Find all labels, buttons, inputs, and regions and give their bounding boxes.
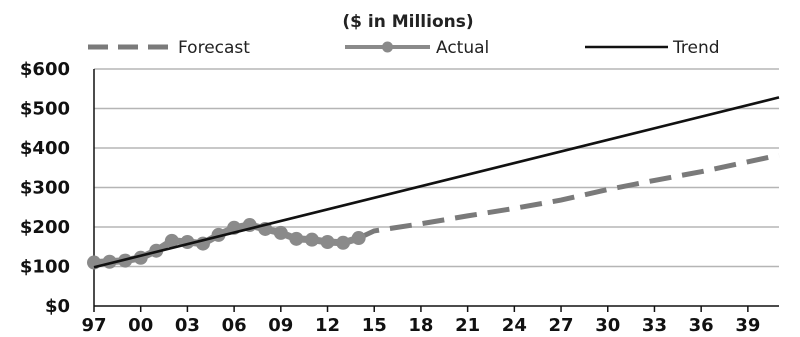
actual-data-point [351, 231, 366, 246]
actual-data-point [336, 235, 351, 250]
y-tick-label: $300 [20, 178, 70, 199]
y-tick-label: $100 [20, 257, 70, 278]
x-tick-label: 00 [128, 315, 153, 336]
actual-data-point [87, 255, 101, 270]
y-tick-label: $600 [20, 59, 70, 80]
actual-data-point [289, 231, 304, 246]
legend-trend-label: Trend [672, 38, 720, 58]
x-tick-label: 39 [735, 315, 760, 336]
x-tick-label: 21 [455, 315, 480, 336]
x-tick-label: 30 [595, 315, 620, 336]
legend: Forecast Actual Trend [88, 38, 720, 58]
x-tick-label: 36 [689, 315, 714, 336]
legend-actual-label: Actual [436, 38, 489, 58]
actual-data-point [273, 225, 288, 240]
y-tick-label: $0 [45, 296, 70, 317]
x-tick-label: 18 [408, 315, 433, 336]
trend-series-line [93, 96, 780, 269]
actual-data-point [304, 232, 319, 247]
x-tick-label: 33 [642, 315, 667, 336]
actual-data-point [164, 233, 179, 248]
x-tick-label: 15 [362, 315, 387, 336]
x-tick-label: 24 [502, 315, 527, 336]
y-tick-label: $500 [20, 99, 70, 120]
x-tick-label: 03 [175, 315, 200, 336]
chart-title: ($ in Millions) [342, 12, 473, 32]
x-tick-label: 06 [222, 315, 247, 336]
series-layer [87, 96, 780, 270]
x-tick-label: 97 [81, 315, 106, 336]
forecast-series-line [357, 152, 780, 241]
y-tick-label: $400 [20, 138, 70, 159]
x-axis-ticks: 97 00 03 06 09 12 15 18 21 24 27 30 33 36 39 [81, 306, 760, 336]
x-tick-label: 12 [315, 315, 340, 336]
x-tick-label: 27 [549, 315, 574, 336]
legend-actual-marker [382, 41, 393, 53]
gridlines [94, 68, 779, 268]
y-axis-ticks: $0 $100 $200 $300 $400 $500 $600 [20, 59, 70, 317]
actual-data-point [320, 235, 335, 250]
legend-forecast-label: Forecast [178, 38, 250, 58]
x-tick-label: 09 [268, 315, 293, 336]
y-tick-label: $200 [20, 217, 70, 238]
